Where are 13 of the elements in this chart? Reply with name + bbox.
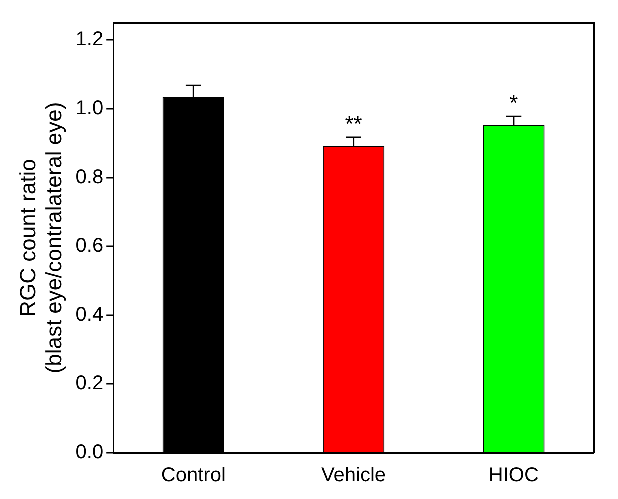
annotation: *: [510, 90, 519, 116]
y-tick-label: 0.6: [76, 235, 104, 258]
annotation: **: [345, 112, 363, 137]
y-tick-label: 0.2: [76, 372, 104, 395]
x-tick-label: HIOC: [488, 464, 539, 487]
y-tick-label: 1.2: [76, 28, 104, 51]
y-tick-label: 0.4: [76, 304, 104, 326]
y-tick-label: 1.0: [76, 98, 104, 120]
y-axis-title: RGC count ratio (blast eye/contralateral eye): [15, 102, 67, 374]
x-tick-label: Vehicle: [322, 464, 386, 487]
y-tick-label: 0.8: [76, 166, 104, 188]
x-tick-label: Control: [161, 464, 226, 487]
y-tick-label: 0.0: [76, 442, 104, 464]
